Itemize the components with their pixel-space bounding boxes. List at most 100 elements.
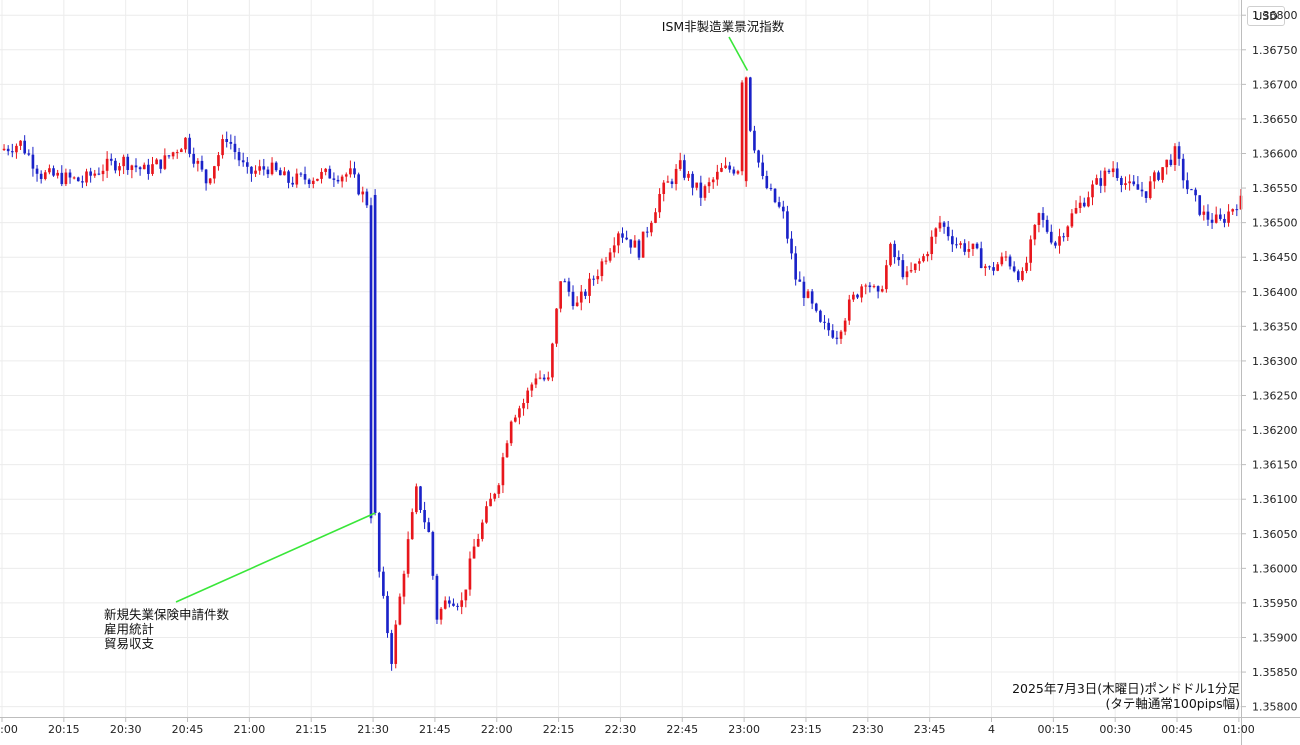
candle-body <box>740 82 744 172</box>
candle-body <box>1037 213 1041 225</box>
price-tick-label: 1.36400 <box>1252 286 1298 299</box>
candle-body <box>934 228 938 237</box>
candle-body <box>1062 236 1065 238</box>
candle-body <box>93 173 97 176</box>
candle-body <box>608 252 612 261</box>
candle-body <box>513 417 517 422</box>
candle-body <box>588 278 591 296</box>
price-tick-label: 1.36500 <box>1252 217 1298 230</box>
candle-body <box>897 257 901 261</box>
candle-body <box>431 532 435 576</box>
candle-body <box>559 281 562 309</box>
candle-body <box>695 182 699 188</box>
candle-body <box>460 600 464 607</box>
candle-body <box>522 403 525 409</box>
candle-body <box>497 485 501 494</box>
candle-body <box>481 522 484 539</box>
candle-body <box>448 600 451 604</box>
time-tick-label: 22:15 <box>543 723 575 736</box>
candle-body <box>184 137 187 150</box>
candle-body <box>563 281 567 283</box>
candle-body <box>101 170 105 175</box>
candle-body <box>1120 177 1123 186</box>
candle-body <box>1008 256 1012 267</box>
candle-body <box>1169 159 1173 165</box>
candle-body <box>852 294 855 300</box>
candle-body <box>443 600 447 609</box>
candle-body <box>579 291 583 303</box>
candle-body <box>645 231 649 233</box>
candle-body <box>814 303 818 311</box>
candle-body <box>10 151 14 153</box>
candle-body <box>476 538 480 547</box>
time-tick-label: 01:00 <box>1223 723 1255 736</box>
price-tick-label: 1.36000 <box>1252 562 1298 575</box>
candle-body <box>1082 202 1086 207</box>
price-tick-label: 1.36650 <box>1252 113 1298 126</box>
candle-body <box>777 202 781 207</box>
candle-body <box>720 167 723 172</box>
time-axis[interactable]: 20:00 20:15 20:30 20:45 21:00 21:15 21:30 21:45… <box>0 717 1300 736</box>
candle-body <box>1186 180 1189 190</box>
currency-unit-label[interactable]: USD <box>1247 6 1285 26</box>
candle-body <box>89 171 92 176</box>
time-tick-label: 22:45 <box>666 723 698 736</box>
time-tick-label: 00:30 <box>1099 723 1131 736</box>
candle-body <box>192 153 196 164</box>
candle-body <box>452 603 455 606</box>
candle-body <box>386 595 389 634</box>
candle-body <box>819 310 822 322</box>
candle-body <box>365 191 369 206</box>
candle-body <box>703 186 707 198</box>
candle-body <box>1239 195 1243 210</box>
time-tick-label: 20:30 <box>110 723 142 736</box>
price-axis[interactable]: 1.35800 1.35850 1.35900 1.35950 1.36000 1.360… <box>1241 0 1298 745</box>
candle-body <box>1025 262 1028 271</box>
candle-body <box>118 166 121 171</box>
candle-body <box>27 153 31 155</box>
candle-body <box>208 178 212 184</box>
jobs-label-line: 雇用統計 <box>104 622 154 637</box>
candle-body <box>732 169 736 174</box>
candle-body <box>97 173 101 175</box>
jobs-label-line: 貿易収支 <box>104 636 155 651</box>
candle-body <box>35 168 39 174</box>
candle-body <box>1214 214 1218 223</box>
candle-body <box>427 522 431 533</box>
candle-body <box>344 174 348 177</box>
candle-body <box>1099 178 1103 186</box>
candle-body <box>505 443 509 458</box>
candle-body <box>126 156 130 170</box>
candle-body <box>757 150 760 163</box>
candle-body <box>159 159 163 169</box>
jobs-pointer-line <box>175 512 376 603</box>
candle-body <box>798 279 802 282</box>
time-tick-label: 20:15 <box>48 723 80 736</box>
price-tick-label: 1.36100 <box>1252 493 1298 506</box>
candle-body <box>1111 168 1115 173</box>
candle-body <box>612 245 616 253</box>
time-tick-label: 20:00 <box>0 723 18 736</box>
candle-body <box>23 140 26 154</box>
candle-body <box>402 573 406 597</box>
candle-body <box>229 141 233 144</box>
candle-body <box>48 168 51 173</box>
candle-body <box>283 171 286 176</box>
time-tick-label: 21:15 <box>295 723 327 736</box>
candle-body <box>843 320 847 332</box>
candle-body <box>324 168 327 172</box>
candle-body <box>316 178 319 181</box>
candle-body <box>938 222 942 229</box>
candle-body <box>683 160 686 178</box>
candle-body <box>769 188 773 190</box>
price-tick-label: 1.36350 <box>1252 320 1298 333</box>
candle-body <box>794 253 797 280</box>
candle-body <box>1078 202 1082 209</box>
candle-body <box>744 77 748 182</box>
price-tick-label: 1.36550 <box>1252 182 1298 195</box>
candle-body <box>546 377 550 380</box>
candle-body <box>1124 183 1127 186</box>
candle-body <box>856 294 859 298</box>
candle-body <box>328 168 332 179</box>
candle-body <box>295 173 299 185</box>
